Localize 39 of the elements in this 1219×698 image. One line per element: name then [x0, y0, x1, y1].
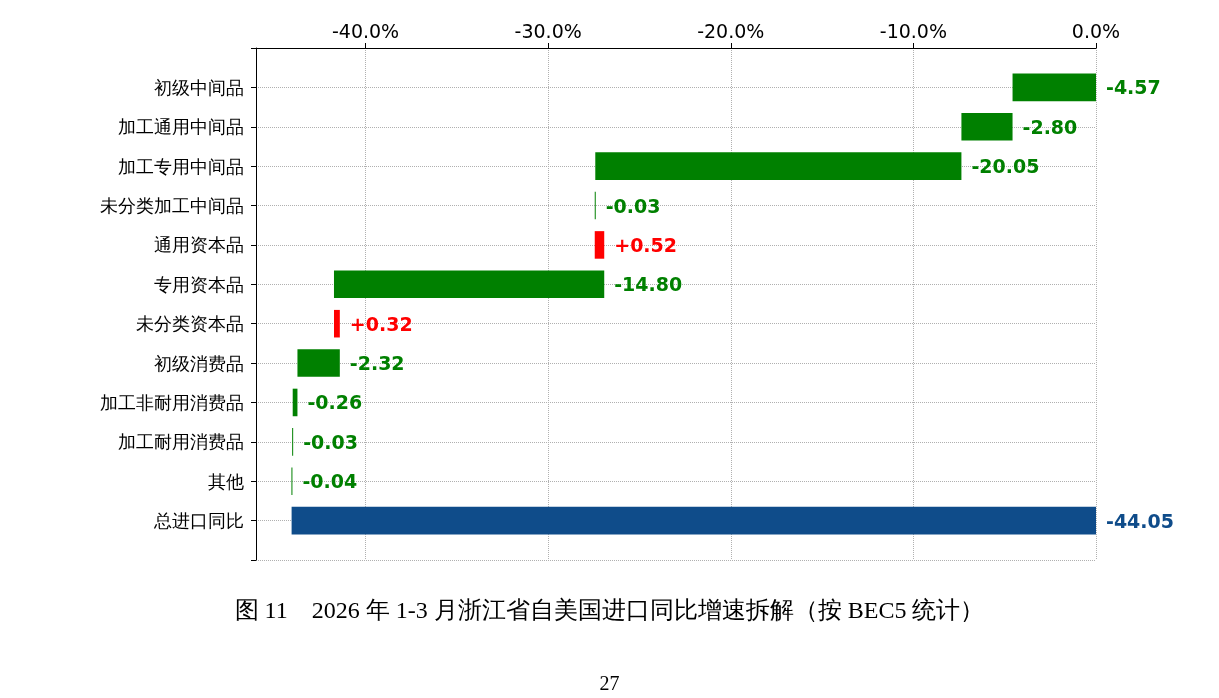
y-tick-label: 加工通用中间品 — [118, 116, 244, 138]
bar — [961, 112, 1013, 141]
y-tick-label: 初级中间品 — [154, 76, 244, 98]
x-tick-label: -40.0% — [331, 19, 400, 42]
y-tick-label: 加工耐用消费品 — [118, 431, 244, 453]
y-tick-label: 初级消费品 — [154, 352, 244, 374]
y-tick-label: 未分类加工中间品 — [100, 195, 244, 217]
text: 27 — [599, 672, 620, 694]
bar — [594, 231, 605, 259]
data-label: -0.04 — [302, 470, 358, 493]
bar — [291, 506, 1096, 535]
data-label: -20.05 — [971, 155, 1040, 178]
x-tick-label: -30.0% — [514, 19, 582, 42]
bar — [1012, 73, 1096, 102]
bar — [595, 152, 962, 180]
x-tick-label: 0.0% — [1071, 19, 1121, 42]
data-label: -4.57 — [1106, 76, 1161, 99]
caption: 图 11 2026 年 1-3 月浙江省自美国进口同比增速拆解（按 BEC5 统计） — [234, 597, 985, 623]
data-label: -0.03 — [303, 430, 358, 453]
y-tick-label: 通用资本品 — [154, 234, 244, 256]
data-label: +0.32 — [349, 312, 413, 335]
x-tick-label: -10.0% — [879, 19, 947, 42]
data-label: -0.26 — [307, 391, 363, 414]
bar — [297, 349, 340, 377]
y-tick-label: 加工非耐用消费品 — [100, 391, 244, 413]
y-tick-label: 未分类资本品 — [136, 313, 244, 335]
bar — [333, 270, 605, 299]
x-tick-label: -20.0% — [697, 19, 765, 42]
data-label: +0.52 — [614, 233, 678, 256]
data-label: -14.80 — [614, 273, 683, 296]
y-tick-label: 专用资本品 — [154, 273, 244, 295]
bar — [333, 309, 340, 338]
data-label: -2.32 — [349, 352, 405, 375]
data-label: -2.80 — [1022, 115, 1078, 138]
data-label: -44.05 — [1106, 509, 1174, 532]
data-label: -0.03 — [605, 194, 661, 217]
y-tick-label: 加工专用中间品 — [118, 155, 244, 177]
y-tick-label: 总进口同比 — [153, 510, 244, 532]
y-tick-label: 其他 — [208, 470, 244, 492]
